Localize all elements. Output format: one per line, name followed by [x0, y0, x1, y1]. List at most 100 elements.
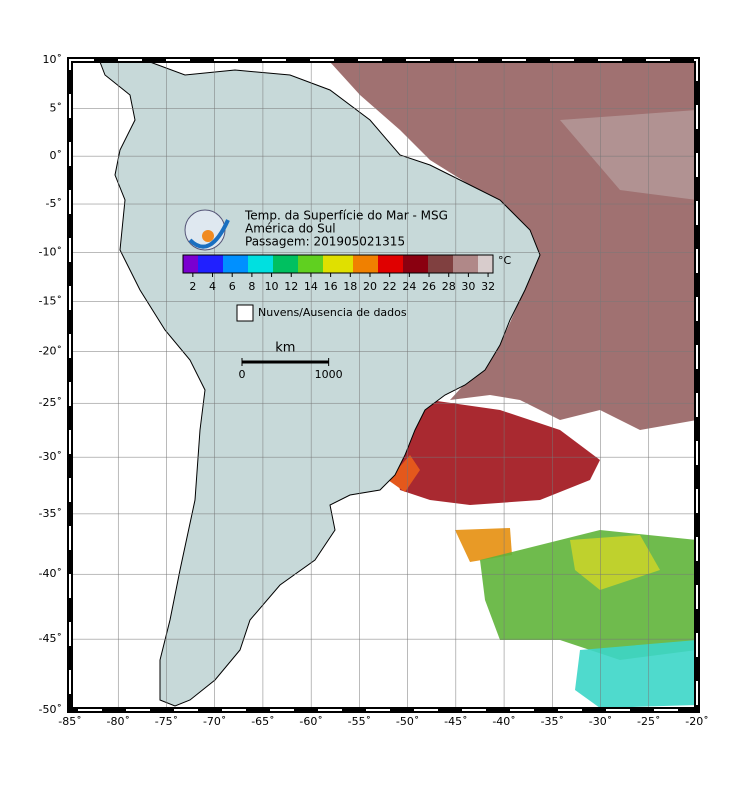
colorbar-cell [448, 255, 454, 273]
colorbar-cell [433, 255, 439, 273]
logo [184, 209, 230, 251]
y-tick-label: -5˚ [46, 197, 62, 210]
sst-orange [455, 528, 512, 562]
y-tick-label: -15˚ [39, 294, 62, 307]
legend-swatch [236, 304, 254, 322]
colorbar-tick-label: 12 [284, 280, 298, 293]
colorbar-cell [388, 255, 394, 273]
colorbar-cell [283, 255, 289, 273]
colorbar-cell [258, 255, 264, 273]
colorbar-cell [453, 255, 459, 273]
colorbar-cell [243, 255, 249, 273]
scale-label: 1000 [315, 368, 343, 381]
colorbar-cell [408, 255, 414, 273]
colorbar-cell [488, 255, 494, 273]
colorbar-cell [233, 255, 239, 273]
y-tick-label: -10˚ [39, 245, 62, 258]
colorbar-cell [303, 255, 309, 273]
colorbar-cell [338, 255, 344, 273]
colorbar-cell [328, 255, 334, 273]
colorbar-cell [288, 255, 294, 273]
colorbar-cell [253, 255, 259, 273]
colorbar-cell [308, 255, 314, 273]
y-tick-label: 10˚ [43, 53, 63, 66]
colorbar-cell [248, 255, 254, 273]
colorbar-cell [473, 255, 479, 273]
x-tick-label: -85˚ [58, 715, 81, 728]
scale-unit: km [275, 341, 295, 356]
y-tick-label: -45˚ [39, 632, 62, 645]
colorbar-cell [298, 255, 304, 273]
colorbar-cell [413, 255, 419, 273]
y-tick-label: -35˚ [39, 507, 62, 520]
colorbar-tick-label: 32 [481, 280, 495, 293]
colorbar-tick-label: 14 [304, 280, 318, 293]
colorbar-cell [478, 255, 484, 273]
pass: Passagem: 201905021315 [245, 235, 405, 249]
colorbar-cell [418, 255, 424, 273]
title: Temp. da Superfície do Mar - MSG [244, 209, 448, 223]
x-tick-label: -65˚ [251, 715, 274, 728]
y-tick-label: 5˚ [50, 101, 63, 114]
colorbar-cell [393, 255, 399, 273]
colorbar-cell [363, 255, 369, 273]
colorbar-cell [343, 255, 349, 273]
colorbar-cell [198, 255, 204, 273]
sst-patches [330, 62, 697, 708]
y-tick-label: -25˚ [39, 396, 62, 409]
x-tick-label: -70˚ [203, 715, 226, 728]
colorbar-cell [323, 255, 329, 273]
y-tick-label: -50˚ [39, 703, 62, 716]
subtitle: América do Sul [245, 222, 336, 236]
colorbar-cell [188, 255, 194, 273]
sst-yellow [570, 535, 660, 590]
colorbar-cell [368, 255, 374, 273]
colorbar-cell [213, 255, 219, 273]
colorbar-tick-label: 30 [461, 280, 475, 293]
x-tick-label: -35˚ [541, 715, 564, 728]
x-tick-label: -50˚ [396, 715, 419, 728]
x-tick-label: -80˚ [106, 715, 129, 728]
colorbar-cell [318, 255, 324, 273]
colorbar-tick-label: 18 [343, 280, 357, 293]
colorbar-cell [398, 255, 404, 273]
logo-sun [202, 230, 214, 242]
colorbar-tick-label: 16 [324, 280, 338, 293]
y-tick-label: -30˚ [39, 450, 62, 463]
colorbar-cell [423, 255, 429, 273]
colorbar-tick-label: 6 [229, 280, 236, 293]
colorbar-cell [203, 255, 209, 273]
colorbar-cell [358, 255, 364, 273]
colorbar-cell [218, 255, 224, 273]
colorbar: 2 4 6 8 10 12 14 16 18 20 22 24 26 28 30 32°C [182, 254, 512, 293]
legend-label: Nuvens/Ausencia de dados [258, 306, 407, 319]
colorbar-cell [348, 255, 354, 273]
colorbar-cell [313, 255, 319, 273]
sst-orange-coast [388, 455, 420, 492]
colorbar-cell [238, 255, 244, 273]
x-tick-label: -25˚ [637, 715, 660, 728]
colorbar-cell [278, 255, 284, 273]
colorbar-cell [263, 255, 269, 273]
x-tick-label: -20˚ [685, 715, 708, 728]
colorbar-cell [373, 255, 379, 273]
sst-red [395, 400, 600, 505]
colorbar-cell [463, 255, 469, 273]
logo-globe [184, 209, 226, 251]
colorbar-border [182, 254, 494, 274]
colorbar-cell [193, 255, 199, 273]
colorbar-tick-label: 2 [189, 280, 196, 293]
colorbar-tick-label: 22 [383, 280, 397, 293]
x-tick-label: -45˚ [444, 715, 467, 728]
sst-cyan [575, 640, 697, 708]
colorbar-tick-label: 26 [422, 280, 436, 293]
colorbar-tick-label: 10 [265, 280, 279, 293]
colorbar-cell [458, 255, 464, 273]
colorbar-cell [378, 255, 384, 273]
colorbar-tick-label: 8 [248, 280, 255, 293]
colorbar-tick-label: 24 [402, 280, 416, 293]
colorbar-tick-label: 4 [209, 280, 216, 293]
x-tick-label: -40˚ [492, 715, 515, 728]
x-tick-label: -30˚ [589, 715, 612, 728]
colorbar-tick-label: 20 [363, 280, 377, 293]
